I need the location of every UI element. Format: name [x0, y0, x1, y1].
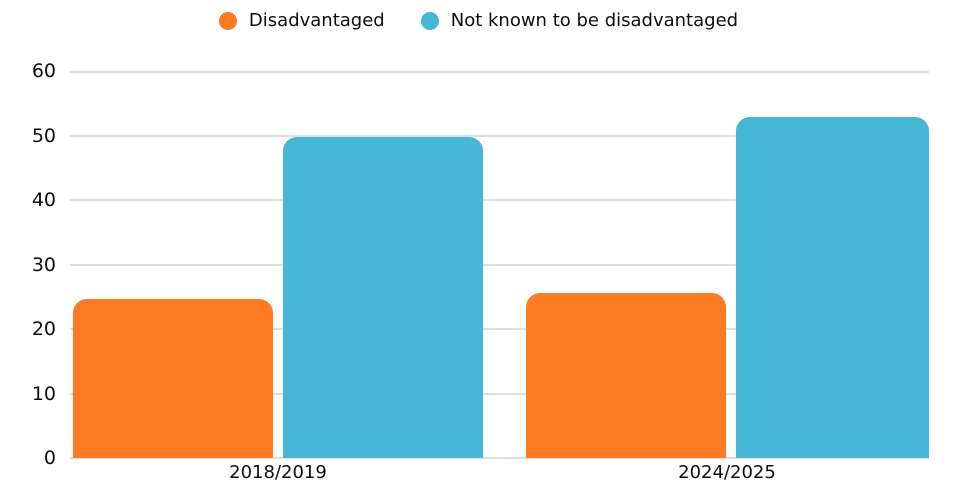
- gridline: [70, 135, 929, 137]
- gridline: [70, 457, 929, 459]
- gridline: [70, 264, 929, 266]
- y-axis: 0 10 20 30 40 50 60: [0, 60, 56, 469]
- bar-disadvantaged-2024-2025: [526, 293, 726, 458]
- x-axis-label: 2018/2019: [229, 462, 327, 483]
- gridline: [70, 199, 929, 201]
- y-tick-label: 20: [31, 318, 56, 340]
- y-tick-label: 50: [31, 124, 56, 147]
- bar-not-known-to-be-disadvantaged-2018-2019: [283, 137, 483, 458]
- x-axis-label: 2024/2025: [678, 462, 776, 483]
- bar-disadvantaged-2018-2019: [73, 299, 273, 458]
- legend-swatch-icon: [420, 11, 439, 30]
- y-tick-label: 60: [31, 60, 56, 82]
- legend-swatch-icon: [218, 11, 237, 30]
- legend-label: Disadvantaged: [248, 10, 385, 31]
- y-tick-label: 0: [43, 447, 56, 469]
- x-axis: 2018/2019 2024/2025: [70, 462, 929, 490]
- gridline: [70, 328, 929, 330]
- legend-item-not-known-to-be-disadvantaged: Not known to be disadvantaged: [420, 10, 739, 32]
- y-tick-label: 30: [31, 253, 56, 276]
- legend-item-disadvantaged: Disadvantaged: [218, 10, 385, 32]
- y-tick-label: 10: [31, 382, 56, 405]
- legend-label: Not known to be disadvantaged: [450, 10, 739, 31]
- chart-legend: Disadvantaged Not known to be disadvantag…: [0, 10, 957, 32]
- gridline: [70, 71, 929, 73]
- y-tick-label: 40: [31, 189, 56, 211]
- plot-area: [70, 71, 929, 459]
- gridline: [70, 393, 929, 395]
- bar-not-known-to-be-disadvantaged-2024-2025: [736, 117, 929, 458]
